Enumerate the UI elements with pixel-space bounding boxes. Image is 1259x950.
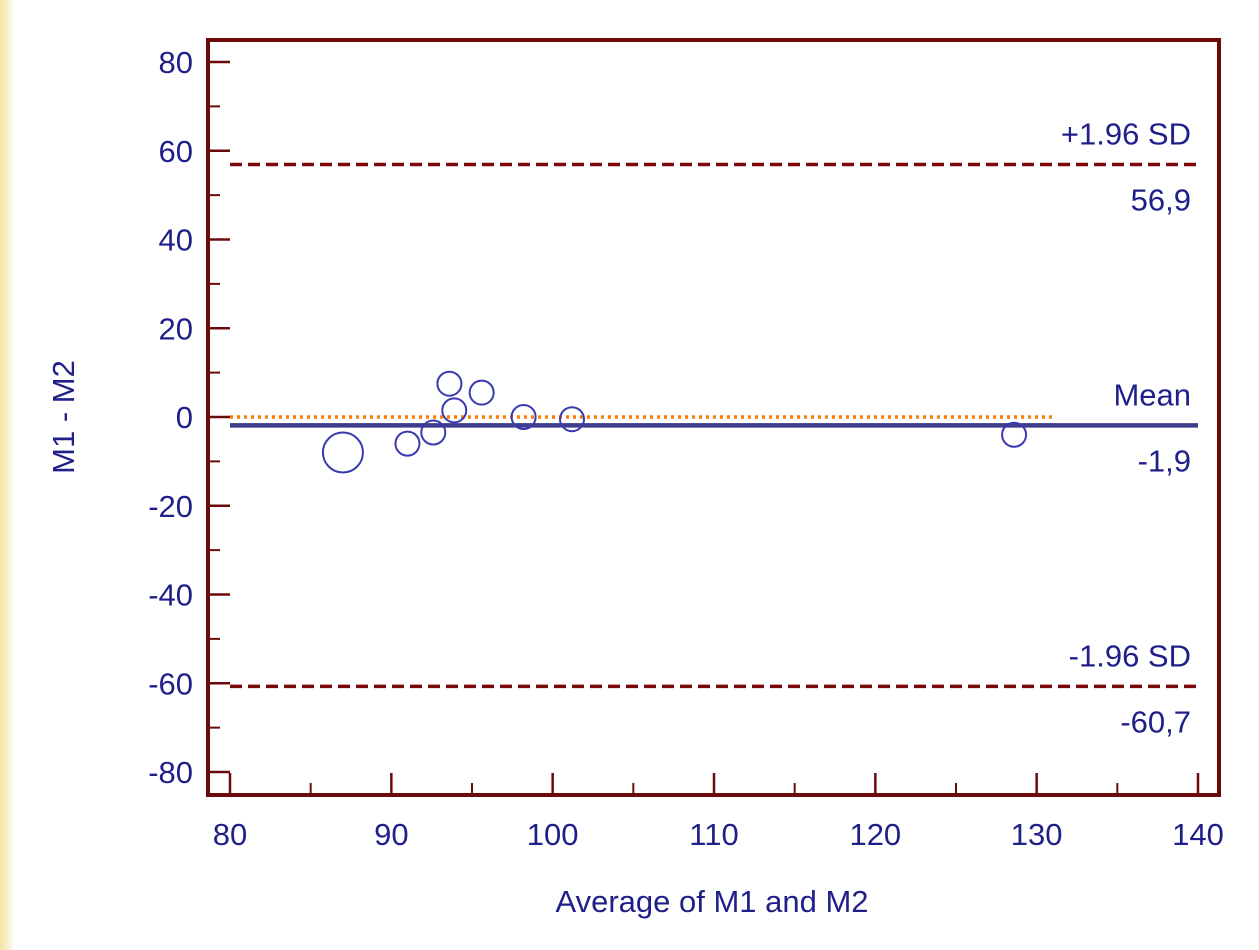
- y-tick-label: -80: [148, 755, 193, 790]
- x-tick-label: 100: [527, 817, 579, 852]
- y-tick-label: -20: [148, 489, 193, 524]
- x-tick-label: 140: [1172, 817, 1224, 852]
- y-tick-label: 20: [159, 311, 193, 346]
- data-point: [510, 404, 537, 430]
- y-tick-label: -60: [148, 666, 193, 701]
- x-tick-label: 110: [689, 817, 738, 852]
- data-point: [559, 406, 586, 433]
- mean-value: -1,9: [1138, 443, 1191, 478]
- data-point: [420, 419, 447, 446]
- y-tick-label: 80: [159, 45, 193, 80]
- data-point: [441, 397, 468, 424]
- x-tick-label: 120: [849, 817, 901, 852]
- data-point: [436, 370, 463, 397]
- y-tick-label: 40: [159, 223, 193, 258]
- upper-limit-value: 56,9: [1131, 183, 1191, 218]
- y-axis-title: M1 - M2: [46, 360, 81, 474]
- data-point: [394, 430, 421, 457]
- y-tick-label: 0: [176, 400, 193, 435]
- x-tick-label: 80: [213, 817, 247, 852]
- y-tick-label: 60: [159, 134, 193, 169]
- x-tick-label: 130: [1011, 817, 1063, 852]
- mean-label: Mean: [1113, 377, 1191, 412]
- data-point: [321, 431, 364, 474]
- lower-limit-label: -1.96 SD: [1069, 638, 1191, 673]
- data-point: [1001, 421, 1028, 448]
- lower-limit-value: -60,7: [1120, 704, 1191, 739]
- upper-limit-label: +1.96 SD: [1061, 117, 1191, 152]
- y-tick-label: -40: [148, 578, 193, 613]
- x-axis-title: Average of M1 and M2: [555, 884, 868, 919]
- data-point: [468, 379, 495, 406]
- x-tick-label: 90: [374, 817, 408, 852]
